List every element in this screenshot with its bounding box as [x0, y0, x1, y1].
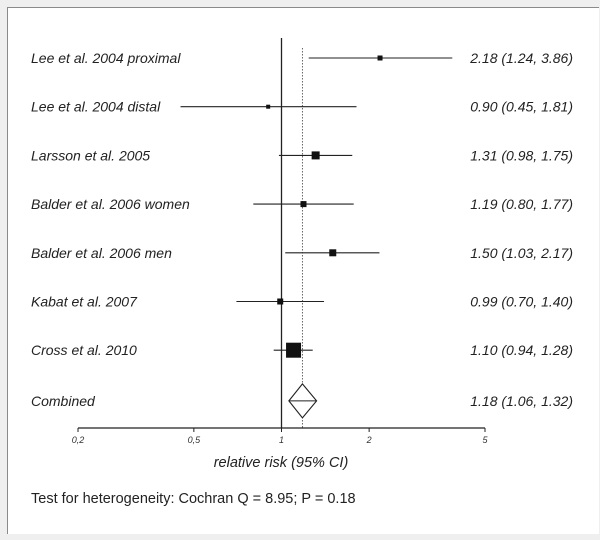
estimate-label: 1.50 (1.03, 2.17) [470, 245, 573, 261]
study-label: Lee et al. 2004 proximal [31, 50, 181, 66]
study-label: Cross et al. 2010 [31, 342, 137, 358]
point-estimate [286, 342, 302, 358]
point-estimate [377, 55, 383, 61]
heterogeneity-note: Test for heterogeneity: Cochran Q = 8.95… [31, 491, 356, 507]
forest-plot: relative risk (95% CI) Test for heteroge… [31, 38, 573, 507]
study-label: Balder et al. 2006 women [31, 196, 190, 212]
x-tick-label: 1 [279, 435, 284, 445]
estimate-label: 2.18 (1.24, 3.86) [469, 50, 573, 66]
estimate-label: 1.31 (0.98, 1.75) [470, 147, 573, 163]
point-estimate [329, 249, 337, 257]
study-label: Balder et al. 2006 men [31, 245, 172, 261]
study-label: Lee et al. 2004 distal [31, 99, 161, 115]
estimate-label: 0.99 (0.70, 1.40) [470, 294, 573, 310]
chart-panel: relative risk (95% CI) Test for heteroge… [7, 7, 599, 534]
x-tick-label: 0,5 [188, 435, 202, 445]
point-estimate [300, 201, 307, 208]
x-tick-label: 2 [366, 435, 372, 445]
point-estimate [311, 151, 320, 160]
combined-label: Combined [31, 393, 96, 409]
combined-estimate-label: 1.18 (1.06, 1.32) [470, 393, 573, 409]
x-axis-label: relative risk (95% CI) [214, 455, 349, 471]
point-estimate [277, 298, 284, 305]
estimate-label: 1.19 (0.80, 1.77) [470, 196, 573, 212]
x-tick-label: 0,2 [72, 435, 85, 445]
study-label: Kabat et al. 2007 [31, 294, 138, 310]
x-tick-label: 5 [482, 435, 488, 445]
study-label: Larsson et al. 2005 [31, 147, 150, 163]
point-estimate [266, 104, 271, 109]
estimate-label: 0.90 (0.45, 1.81) [470, 99, 573, 115]
estimate-label: 1.10 (0.94, 1.28) [470, 342, 573, 358]
